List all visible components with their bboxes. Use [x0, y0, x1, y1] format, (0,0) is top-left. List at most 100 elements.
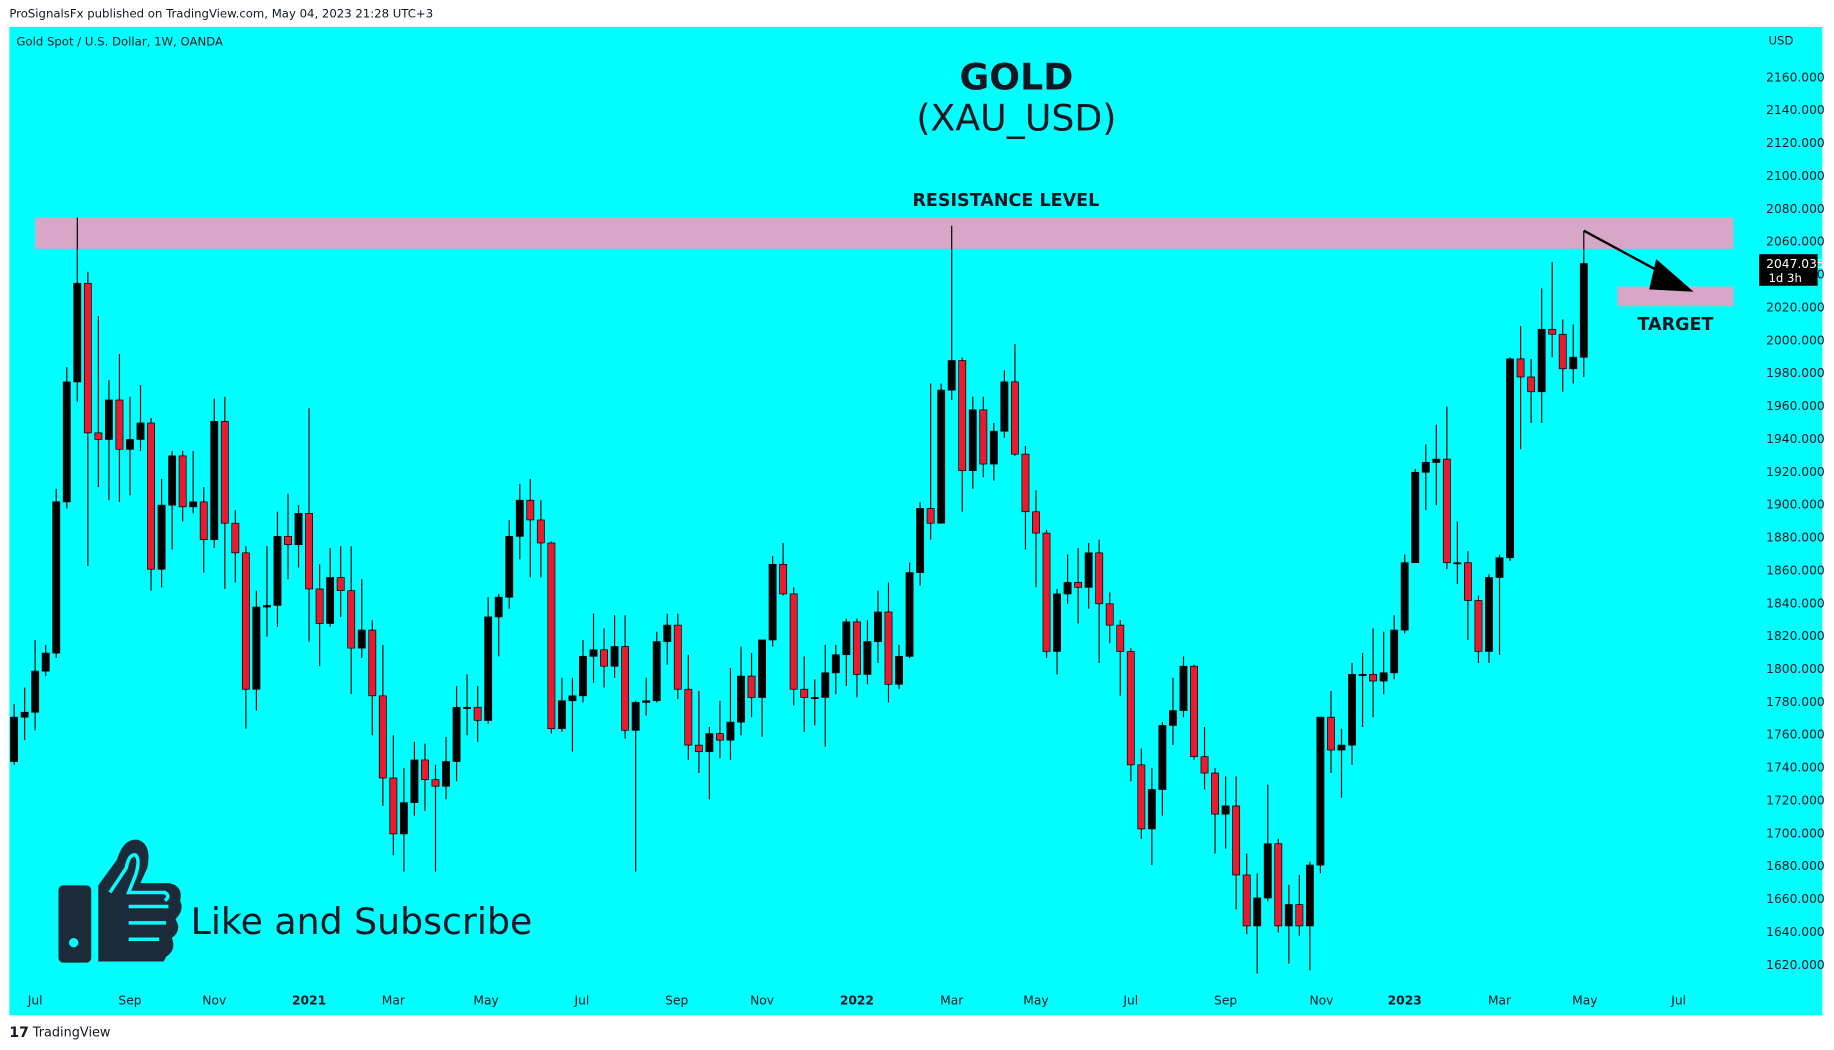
zone-label: TARGET: [1637, 315, 1713, 335]
countdown-label: 1d 3h: [1769, 271, 1802, 285]
candle-body: [1137, 764, 1146, 830]
candle-body: [1010, 381, 1019, 455]
candle-body: [199, 501, 208, 541]
candle-body: [989, 430, 998, 465]
candle-body: [1516, 358, 1525, 378]
candle-body: [136, 422, 145, 440]
candle-body: [557, 700, 566, 730]
candle-body: [652, 641, 661, 702]
candle-body: [231, 522, 240, 554]
candle-body: [1295, 904, 1304, 927]
candle-body: [1527, 376, 1536, 393]
candle-body: [326, 577, 335, 624]
y-axis-unit: USD: [1769, 33, 1794, 47]
y-tick-label: 1900.000: [1766, 498, 1825, 512]
y-tick-label: 1760.000: [1766, 728, 1825, 742]
candle-body: [1305, 864, 1314, 927]
chart-subtitle: (XAU_USD): [916, 96, 1116, 139]
candle-body: [378, 695, 387, 779]
candle-body: [1169, 710, 1177, 726]
candle-body: [884, 611, 893, 685]
candle-body: [62, 381, 71, 503]
tradingview-footer: TradingView: [32, 1025, 111, 1040]
candle-body: [1548, 328, 1557, 335]
candle-body: [1379, 672, 1388, 682]
candle-body: [905, 572, 914, 657]
x-tick-label: Mar: [382, 994, 406, 1008]
candle-body: [789, 593, 798, 690]
candle-body: [979, 409, 988, 465]
candle-body: [842, 621, 851, 656]
candle-body: [758, 639, 767, 698]
candle-body: [1126, 651, 1135, 766]
x-tick-label: 2021: [292, 994, 326, 1008]
candle-body: [389, 777, 398, 835]
candle-body: [94, 432, 103, 440]
candle-body: [1400, 562, 1409, 631]
candle-body: [473, 706, 482, 721]
x-tick-label: Nov: [750, 994, 774, 1008]
candle-body: [673, 624, 682, 690]
candle-body: [294, 513, 303, 545]
y-tick-label: 1980.000: [1766, 366, 1825, 380]
candle-body: [895, 656, 903, 685]
candle-body: [831, 654, 840, 674]
candle-body: [821, 672, 830, 698]
candle-body: [20, 711, 29, 718]
candle-body: [484, 616, 493, 721]
y-tick-label: 2100.000: [1766, 169, 1825, 183]
candle-body: [568, 695, 577, 702]
y-tick-label: 2140.000: [1766, 103, 1825, 117]
zone-label: RESISTANCE LEVEL: [912, 191, 1099, 211]
candle-body: [421, 759, 429, 780]
candle-body: [1327, 716, 1335, 751]
candle-body: [1358, 674, 1367, 676]
x-tick-label: Jul: [574, 994, 590, 1008]
y-tick-label: 1780.000: [1766, 695, 1825, 709]
candle-body: [547, 542, 556, 730]
x-tick-label: Jul: [1670, 994, 1686, 1008]
y-tick-label: 2000.000: [1766, 333, 1825, 347]
candle-body: [368, 629, 377, 697]
candle-body: [189, 501, 198, 508]
x-tick-label: Sep: [1214, 994, 1237, 1008]
tradingview-logo: 17: [9, 1025, 29, 1041]
x-tick-label: Mar: [940, 994, 964, 1008]
candle-body: [1116, 624, 1125, 652]
candle-body: [747, 675, 756, 698]
candle-body: [1337, 744, 1346, 751]
candle-body: [1390, 629, 1399, 674]
candle-body: [968, 409, 977, 472]
x-tick-label: Mar: [1488, 994, 1512, 1008]
candle-body: [1537, 328, 1546, 393]
y-tick-label: 2020.000: [1766, 300, 1825, 314]
candle-body: [1211, 772, 1220, 815]
candle-body: [1105, 603, 1114, 626]
y-tick-label: 1620.000: [1766, 958, 1825, 972]
candle-body: [874, 611, 882, 642]
candle-body: [115, 399, 124, 450]
last-price-label: 2047.035: [1766, 257, 1825, 271]
candle-body: [526, 499, 535, 521]
candle-body: [178, 455, 187, 508]
candle-body: [1200, 756, 1209, 774]
y-tick-label: 1940.000: [1766, 432, 1825, 446]
candle-body: [947, 360, 956, 391]
x-tick-label: May: [1572, 994, 1597, 1008]
candle-body: [737, 675, 745, 723]
candle-body: [1453, 562, 1462, 565]
price-label-box: [1759, 254, 1818, 286]
candle-body: [41, 652, 50, 672]
x-tick-label: Sep: [118, 994, 141, 1008]
y-tick-label: 1860.000: [1766, 563, 1825, 577]
candle-body: [579, 656, 587, 697]
candle-body: [1179, 665, 1188, 711]
x-tick-label: Nov: [202, 994, 226, 1008]
candle-body: [937, 389, 946, 524]
candle-body: [1442, 458, 1451, 564]
symbol-info: Gold Spot / U.S. Dollar, 1W, OANDA: [16, 35, 223, 49]
candle-body: [1284, 904, 1293, 927]
candle-body: [315, 588, 324, 624]
y-tick-label: 1740.000: [1766, 761, 1825, 775]
